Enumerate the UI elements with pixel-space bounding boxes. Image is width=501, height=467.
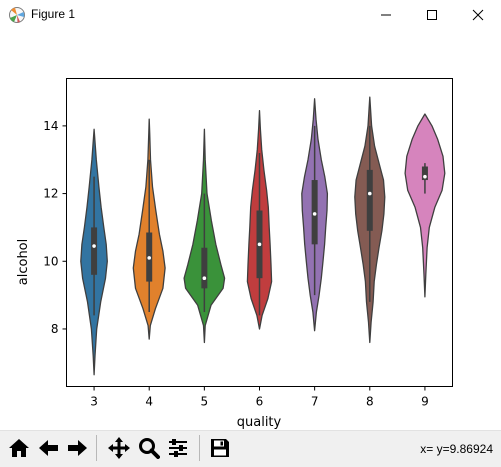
x-tick-label: 6	[256, 395, 264, 409]
y-tick-label: 12	[43, 187, 58, 201]
pan-button[interactable]	[106, 434, 132, 462]
floppy-disk-icon	[209, 437, 231, 459]
median-point	[258, 243, 262, 247]
toolbar-separator	[96, 435, 97, 461]
median-point	[92, 244, 96, 248]
violins-group	[81, 97, 445, 375]
forward-button[interactable]	[64, 434, 90, 462]
x-tick-label: 9	[421, 395, 429, 409]
median-point	[147, 256, 151, 260]
violin-box	[201, 248, 207, 289]
x-axis-label: quality	[237, 415, 282, 430]
x-tick-label: 3	[90, 395, 98, 409]
minimize-icon	[380, 9, 392, 21]
y-tick-label: 8	[51, 322, 59, 336]
violin-box	[367, 170, 373, 231]
window-title: Figure 1	[31, 7, 75, 21]
x-tick-label: 7	[311, 395, 319, 409]
subplots-button[interactable]	[165, 434, 191, 462]
toolbar-separator	[199, 435, 200, 461]
save-button[interactable]	[207, 434, 233, 462]
zoom-button[interactable]	[136, 434, 162, 462]
cursor-coordinates: x= y=9.86924	[420, 442, 493, 456]
x-tick-label: 8	[366, 395, 374, 409]
magnifier-icon	[138, 437, 160, 459]
x-tick-label: 5	[201, 395, 209, 409]
violin-body	[405, 114, 445, 297]
sliders-icon	[167, 437, 189, 459]
y-tick-label: 10	[43, 254, 58, 268]
close-icon	[472, 9, 484, 21]
arrow-left-icon	[38, 437, 60, 459]
close-button[interactable]	[455, 0, 501, 30]
navigation-toolbar: x= y=9.86924	[0, 430, 501, 467]
home-icon	[8, 437, 30, 459]
maximize-icon	[426, 9, 438, 21]
violin-box	[91, 227, 97, 274]
matplotlib-logo-icon	[8, 6, 26, 24]
x-axis-ticks: 3 4 5 6 7 8 9	[90, 387, 428, 409]
home-button[interactable]	[6, 434, 32, 462]
arrow-right-icon	[66, 437, 88, 459]
minimize-button[interactable]	[363, 0, 409, 30]
median-point	[368, 192, 372, 196]
median-point	[203, 276, 207, 280]
back-button[interactable]	[36, 434, 62, 462]
median-point	[423, 175, 427, 179]
median-point	[313, 212, 317, 216]
violin-plot[interactable]: 3 4 5 6 7 8 9 8 10 12 14 quality alcohol	[0, 30, 501, 430]
move-icon	[107, 436, 131, 460]
title-bar: Figure 1	[0, 0, 501, 30]
x-tick-label: 4	[145, 395, 153, 409]
y-axis-ticks: 8 10 12 14	[43, 119, 66, 336]
y-tick-label: 14	[43, 119, 58, 133]
y-axis-label: alcohol	[16, 239, 31, 285]
maximize-button[interactable]	[409, 0, 455, 30]
